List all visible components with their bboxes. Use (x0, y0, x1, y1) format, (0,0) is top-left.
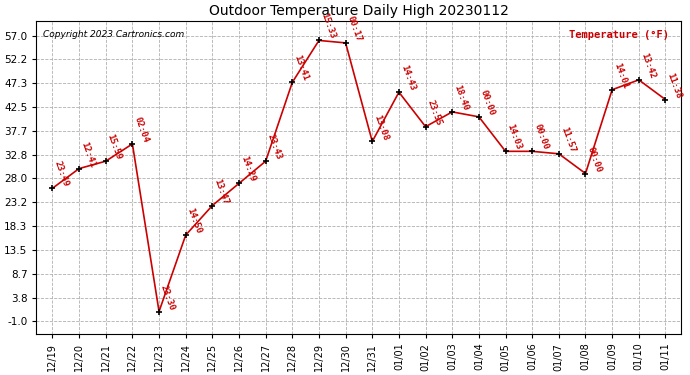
Text: 14:29: 14:29 (239, 155, 257, 183)
Text: 12:41: 12:41 (79, 140, 97, 169)
Text: 23:30: 23:30 (159, 283, 177, 312)
Text: 23:43: 23:43 (266, 133, 284, 161)
Text: Copyright 2023 Cartronics.com: Copyright 2023 Cartronics.com (43, 30, 184, 39)
Text: 00:17: 00:17 (346, 15, 363, 43)
Text: 23:49: 23:49 (52, 160, 70, 188)
Text: 14:01: 14:01 (612, 62, 630, 90)
Text: 00:00: 00:00 (479, 88, 497, 117)
Title: Outdoor Temperature Daily High 20230112: Outdoor Temperature Daily High 20230112 (209, 4, 509, 18)
Text: Temperature (°F): Temperature (°F) (569, 30, 669, 40)
Text: 00:00: 00:00 (532, 123, 550, 152)
Text: 13:42: 13:42 (639, 51, 656, 80)
Text: 15:33: 15:33 (319, 12, 337, 40)
Text: 13:47: 13:47 (213, 177, 230, 206)
Text: 14:03: 14:03 (506, 123, 523, 152)
Text: 15:59: 15:59 (106, 133, 124, 161)
Text: 23:55: 23:55 (426, 98, 443, 127)
Text: 00:00: 00:00 (586, 145, 603, 174)
Text: 13:41: 13:41 (293, 54, 310, 82)
Text: 13:08: 13:08 (373, 113, 390, 141)
Text: 02:04: 02:04 (132, 116, 150, 144)
Text: 11:38: 11:38 (665, 71, 683, 100)
Text: 18:40: 18:40 (452, 84, 470, 112)
Text: 11:57: 11:57 (559, 126, 576, 154)
Text: 14:43: 14:43 (399, 64, 417, 92)
Text: 14:50: 14:50 (186, 207, 204, 235)
